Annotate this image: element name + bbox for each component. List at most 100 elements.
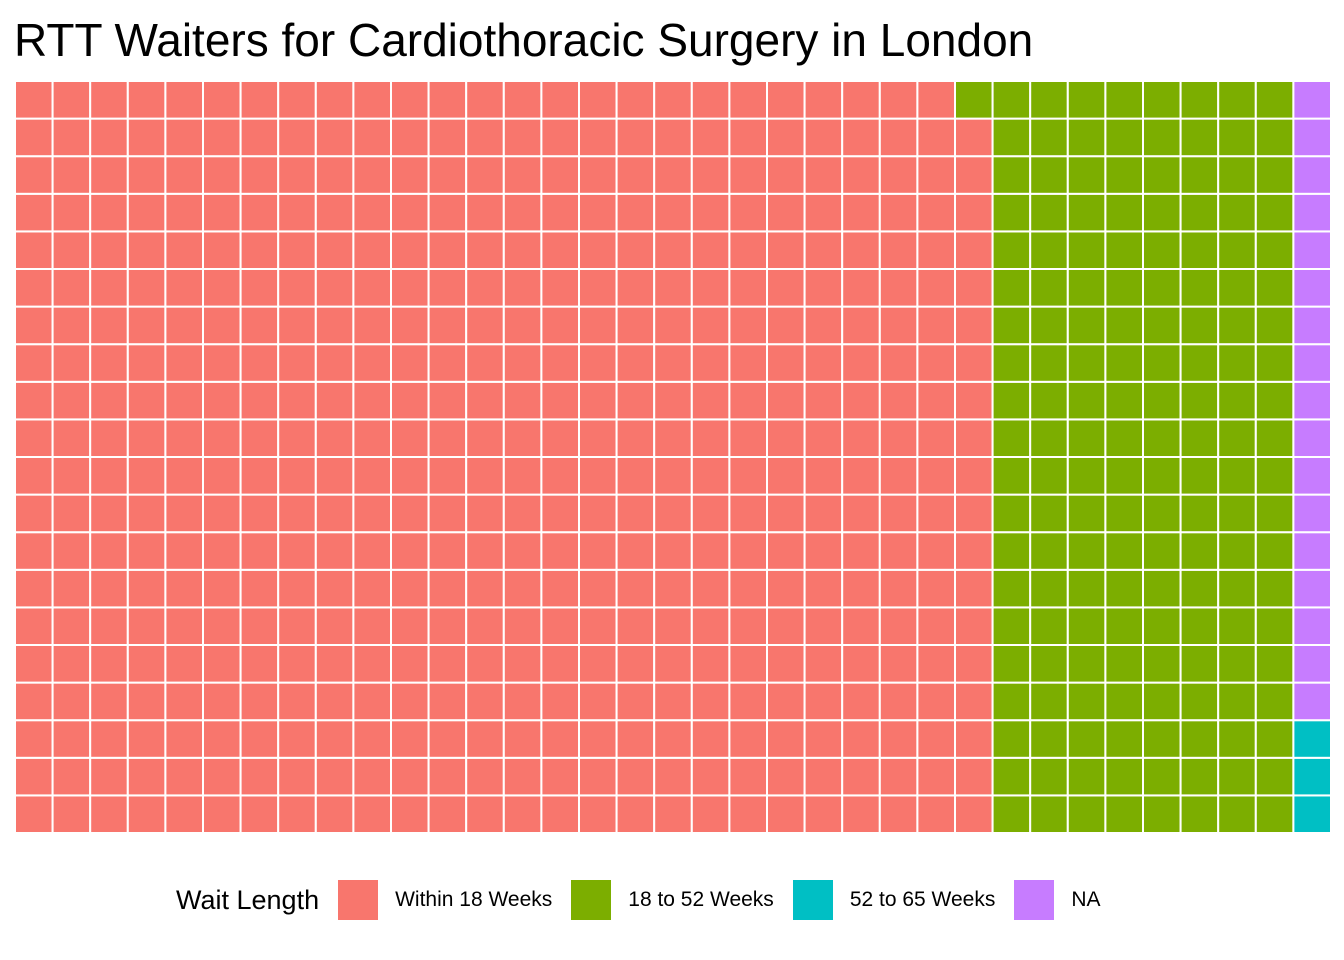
waffle-tile-within-18-weeks: [239, 456, 280, 496]
waffle-tile-18-to-52-weeks: [1104, 606, 1145, 647]
waffle-tile-within-18-weeks: [803, 719, 844, 759]
waffle-tile-within-18-weeks: [728, 305, 769, 346]
waffle-tile-within-18-weeks: [314, 230, 355, 270]
legend-label-na: NA: [1071, 888, 1101, 911]
waffle-tile-18-to-52-weeks: [991, 418, 1032, 458]
waffle-tile-within-18-weeks: [841, 305, 881, 346]
waffle-tile-18-to-52-weeks: [1254, 493, 1295, 534]
waffle-tile-within-18-weeks: [766, 493, 806, 534]
waffle-tile-within-18-weeks: [14, 418, 54, 458]
waffle-tile-na: [1292, 192, 1333, 233]
waffle-tile-within-18-weeks: [841, 230, 881, 270]
waffle-tile-within-18-weeks: [51, 343, 92, 383]
waffle-tile-within-18-weeks: [502, 644, 543, 684]
waffle-tile-within-18-weeks: [51, 493, 92, 534]
waffle-tile-within-18-weeks: [427, 117, 468, 158]
waffle-tile-within-18-weeks: [578, 192, 618, 233]
waffle-tile-na: [1292, 268, 1333, 308]
legend-label-18-to-52-weeks: 18 to 52 Weeks: [628, 888, 774, 911]
waffle-tile-within-18-weeks: [314, 343, 355, 383]
waffle-tile-within-18-weeks: [89, 268, 129, 308]
waffle-tile-within-18-weeks: [277, 681, 317, 722]
waffle-tile-within-18-weeks: [578, 80, 618, 120]
waffle-tile-within-18-weeks: [427, 380, 468, 421]
waffle-tile-18-to-52-weeks: [1066, 756, 1107, 797]
waffle-tile-18-to-52-weeks: [1104, 230, 1145, 270]
waffle-tile-within-18-weeks: [352, 230, 392, 270]
waffle-tile-18-to-52-weeks: [991, 719, 1032, 759]
waffle-tile-within-18-weeks: [390, 268, 430, 308]
waffle-tile-within-18-weeks: [352, 606, 392, 647]
waffle-tile-within-18-weeks: [502, 794, 543, 835]
waffle-tile-within-18-weeks: [841, 756, 881, 797]
waffle-tile-within-18-weeks: [89, 606, 129, 647]
waffle-tile-within-18-weeks: [766, 117, 806, 158]
waffle-tile-18-to-52-weeks: [1217, 493, 1257, 534]
waffle-tile-within-18-weeks: [164, 606, 204, 647]
waffle-tile-within-18-weeks: [615, 418, 656, 458]
waffle-tile-18-to-52-weeks: [1104, 756, 1145, 797]
waffle-tile-18-to-52-weeks: [1066, 644, 1107, 684]
waffle-tile-within-18-weeks: [89, 719, 129, 759]
waffle-tile-within-18-weeks: [51, 80, 92, 120]
waffle-tile-within-18-weeks: [164, 268, 204, 308]
waffle-tile-within-18-weeks: [352, 117, 392, 158]
waffle-tile-within-18-weeks: [427, 305, 468, 346]
waffle-tile-within-18-weeks: [578, 493, 618, 534]
waffle-tile-within-18-weeks: [14, 380, 54, 421]
waffle-tile-18-to-52-weeks: [1254, 418, 1295, 458]
waffle-tile-18-to-52-weeks: [1066, 192, 1107, 233]
waffle-tile-within-18-weeks: [615, 719, 656, 759]
waffle-tile-within-18-weeks: [841, 155, 881, 195]
waffle-tile-within-18-weeks: [202, 456, 242, 496]
waffle-tile-within-18-weeks: [766, 681, 806, 722]
waffle-tile-within-18-weeks: [540, 117, 581, 158]
waffle-tile-within-18-weeks: [615, 456, 656, 496]
waffle-tile-within-18-weeks: [239, 493, 280, 534]
waffle-tile-within-18-weeks: [164, 568, 204, 609]
waffle-tile-within-18-weeks: [803, 117, 844, 158]
waffle-tile-18-to-52-weeks: [1254, 756, 1295, 797]
waffle-tile-within-18-weeks: [14, 456, 54, 496]
waffle-tile-within-18-weeks: [390, 192, 430, 233]
waffle-tile-within-18-weeks: [164, 117, 204, 158]
waffle-tile-18-to-52-weeks: [1029, 568, 1069, 609]
waffle-tile-within-18-weeks: [239, 568, 280, 609]
waffle-tile-within-18-weeks: [540, 719, 581, 759]
waffle-tile-within-18-weeks: [277, 756, 317, 797]
waffle-tile-within-18-weeks: [728, 230, 769, 270]
waffle-tile-within-18-weeks: [841, 568, 881, 609]
waffle-tile-within-18-weeks: [239, 343, 280, 383]
waffle-tile-within-18-weeks: [89, 117, 129, 158]
waffle-tile-within-18-weeks: [352, 756, 392, 797]
waffle-tile-within-18-weeks: [164, 756, 204, 797]
waffle-tile-within-18-weeks: [390, 794, 430, 835]
waffle-tile-18-to-52-weeks: [1029, 343, 1069, 383]
waffle-tile-18-to-52-weeks: [1217, 192, 1257, 233]
waffle-tile-within-18-weeks: [126, 380, 167, 421]
waffle-tile-within-18-weeks: [465, 568, 505, 609]
waffle-tile-18-to-52-weeks: [991, 456, 1032, 496]
waffle-tile-within-18-weeks: [277, 456, 317, 496]
waffle-tile-within-18-weeks: [239, 305, 280, 346]
waffle-tile-18-to-52-weeks: [991, 343, 1032, 383]
waffle-tile-within-18-weeks: [954, 606, 994, 647]
waffle-tile-within-18-weeks: [239, 117, 280, 158]
waffle-tile-18-to-52-weeks: [991, 606, 1032, 647]
waffle-tile-within-18-weeks: [803, 644, 844, 684]
waffle-tile-within-18-weeks: [164, 681, 204, 722]
waffle-tile-within-18-weeks: [803, 756, 844, 797]
waffle-tile-within-18-weeks: [51, 568, 92, 609]
waffle-tile-within-18-weeks: [578, 644, 618, 684]
waffle-tile-18-to-52-weeks: [1029, 493, 1069, 534]
waffle-tile-18-to-52-weeks: [1217, 681, 1257, 722]
waffle-tile-within-18-weeks: [540, 756, 581, 797]
waffle-tile-18-to-52-weeks: [1104, 456, 1145, 496]
waffle-tile-within-18-weeks: [465, 456, 505, 496]
waffle-tile-within-18-weeks: [615, 606, 656, 647]
waffle-tile-within-18-weeks: [202, 756, 242, 797]
waffle-tile-within-18-weeks: [878, 418, 919, 458]
waffle-tile-within-18-weeks: [352, 418, 392, 458]
waffle-tile-within-18-weeks: [954, 644, 994, 684]
waffle-tile-within-18-weeks: [653, 756, 693, 797]
